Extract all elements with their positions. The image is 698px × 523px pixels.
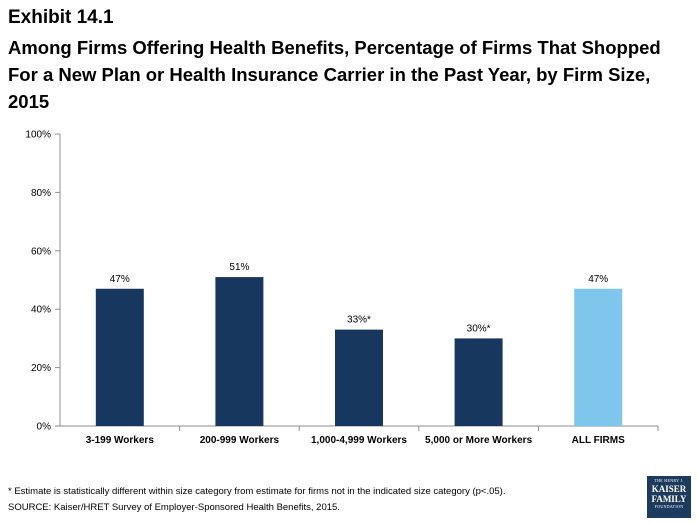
category-label: 200-999 Workers <box>200 435 280 446</box>
category-label: 5,000 or More Workers <box>425 435 533 446</box>
source-note: SOURCE: Kaiser/HRET Survey of Employer-S… <box>8 502 340 513</box>
bar <box>574 288 623 426</box>
logo-line-2: KAISER <box>651 484 687 494</box>
chart-title: Among Firms Offering Health Benefits, Pe… <box>8 37 661 112</box>
data-label: 51% <box>229 262 249 273</box>
category-label: 1,000-4,999 Workers <box>311 435 407 446</box>
y-tick-label: 60% <box>31 246 51 257</box>
kaiser-family-foundation-logo: THE HENRY J. KAISER FAMILY FOUNDATION <box>647 476 691 518</box>
exhibit-number: Exhibit 14.1 <box>8 7 114 28</box>
y-tick-label: 100% <box>25 130 51 141</box>
category-label: ALL FIRMS <box>572 435 625 446</box>
footnote: * Estimate is statistically different wi… <box>8 486 506 497</box>
bar <box>95 288 144 426</box>
logo-line-1: THE HENRY J. <box>654 478 684 483</box>
category-label: 3-199 Workers <box>86 435 155 446</box>
data-label: 33%* <box>347 315 371 326</box>
data-label: 30%* <box>467 323 491 334</box>
logo-line-4: FOUNDATION <box>654 504 684 509</box>
bar <box>454 338 503 426</box>
bar <box>335 329 383 426</box>
data-label: 47% <box>588 274 608 285</box>
bar <box>215 277 264 426</box>
y-tick-label: 20% <box>31 363 51 374</box>
y-tick-label: 40% <box>31 305 51 316</box>
y-tick-label: 0% <box>37 422 52 433</box>
logo-line-3: FAMILY <box>651 494 687 504</box>
y-tick-label: 80% <box>31 188 51 199</box>
bar-chart: 0% 20% 40% 60% 80% 100% 47% 3-199 Workers 51% 200… <box>25 130 659 446</box>
data-label: 47% <box>110 274 130 285</box>
